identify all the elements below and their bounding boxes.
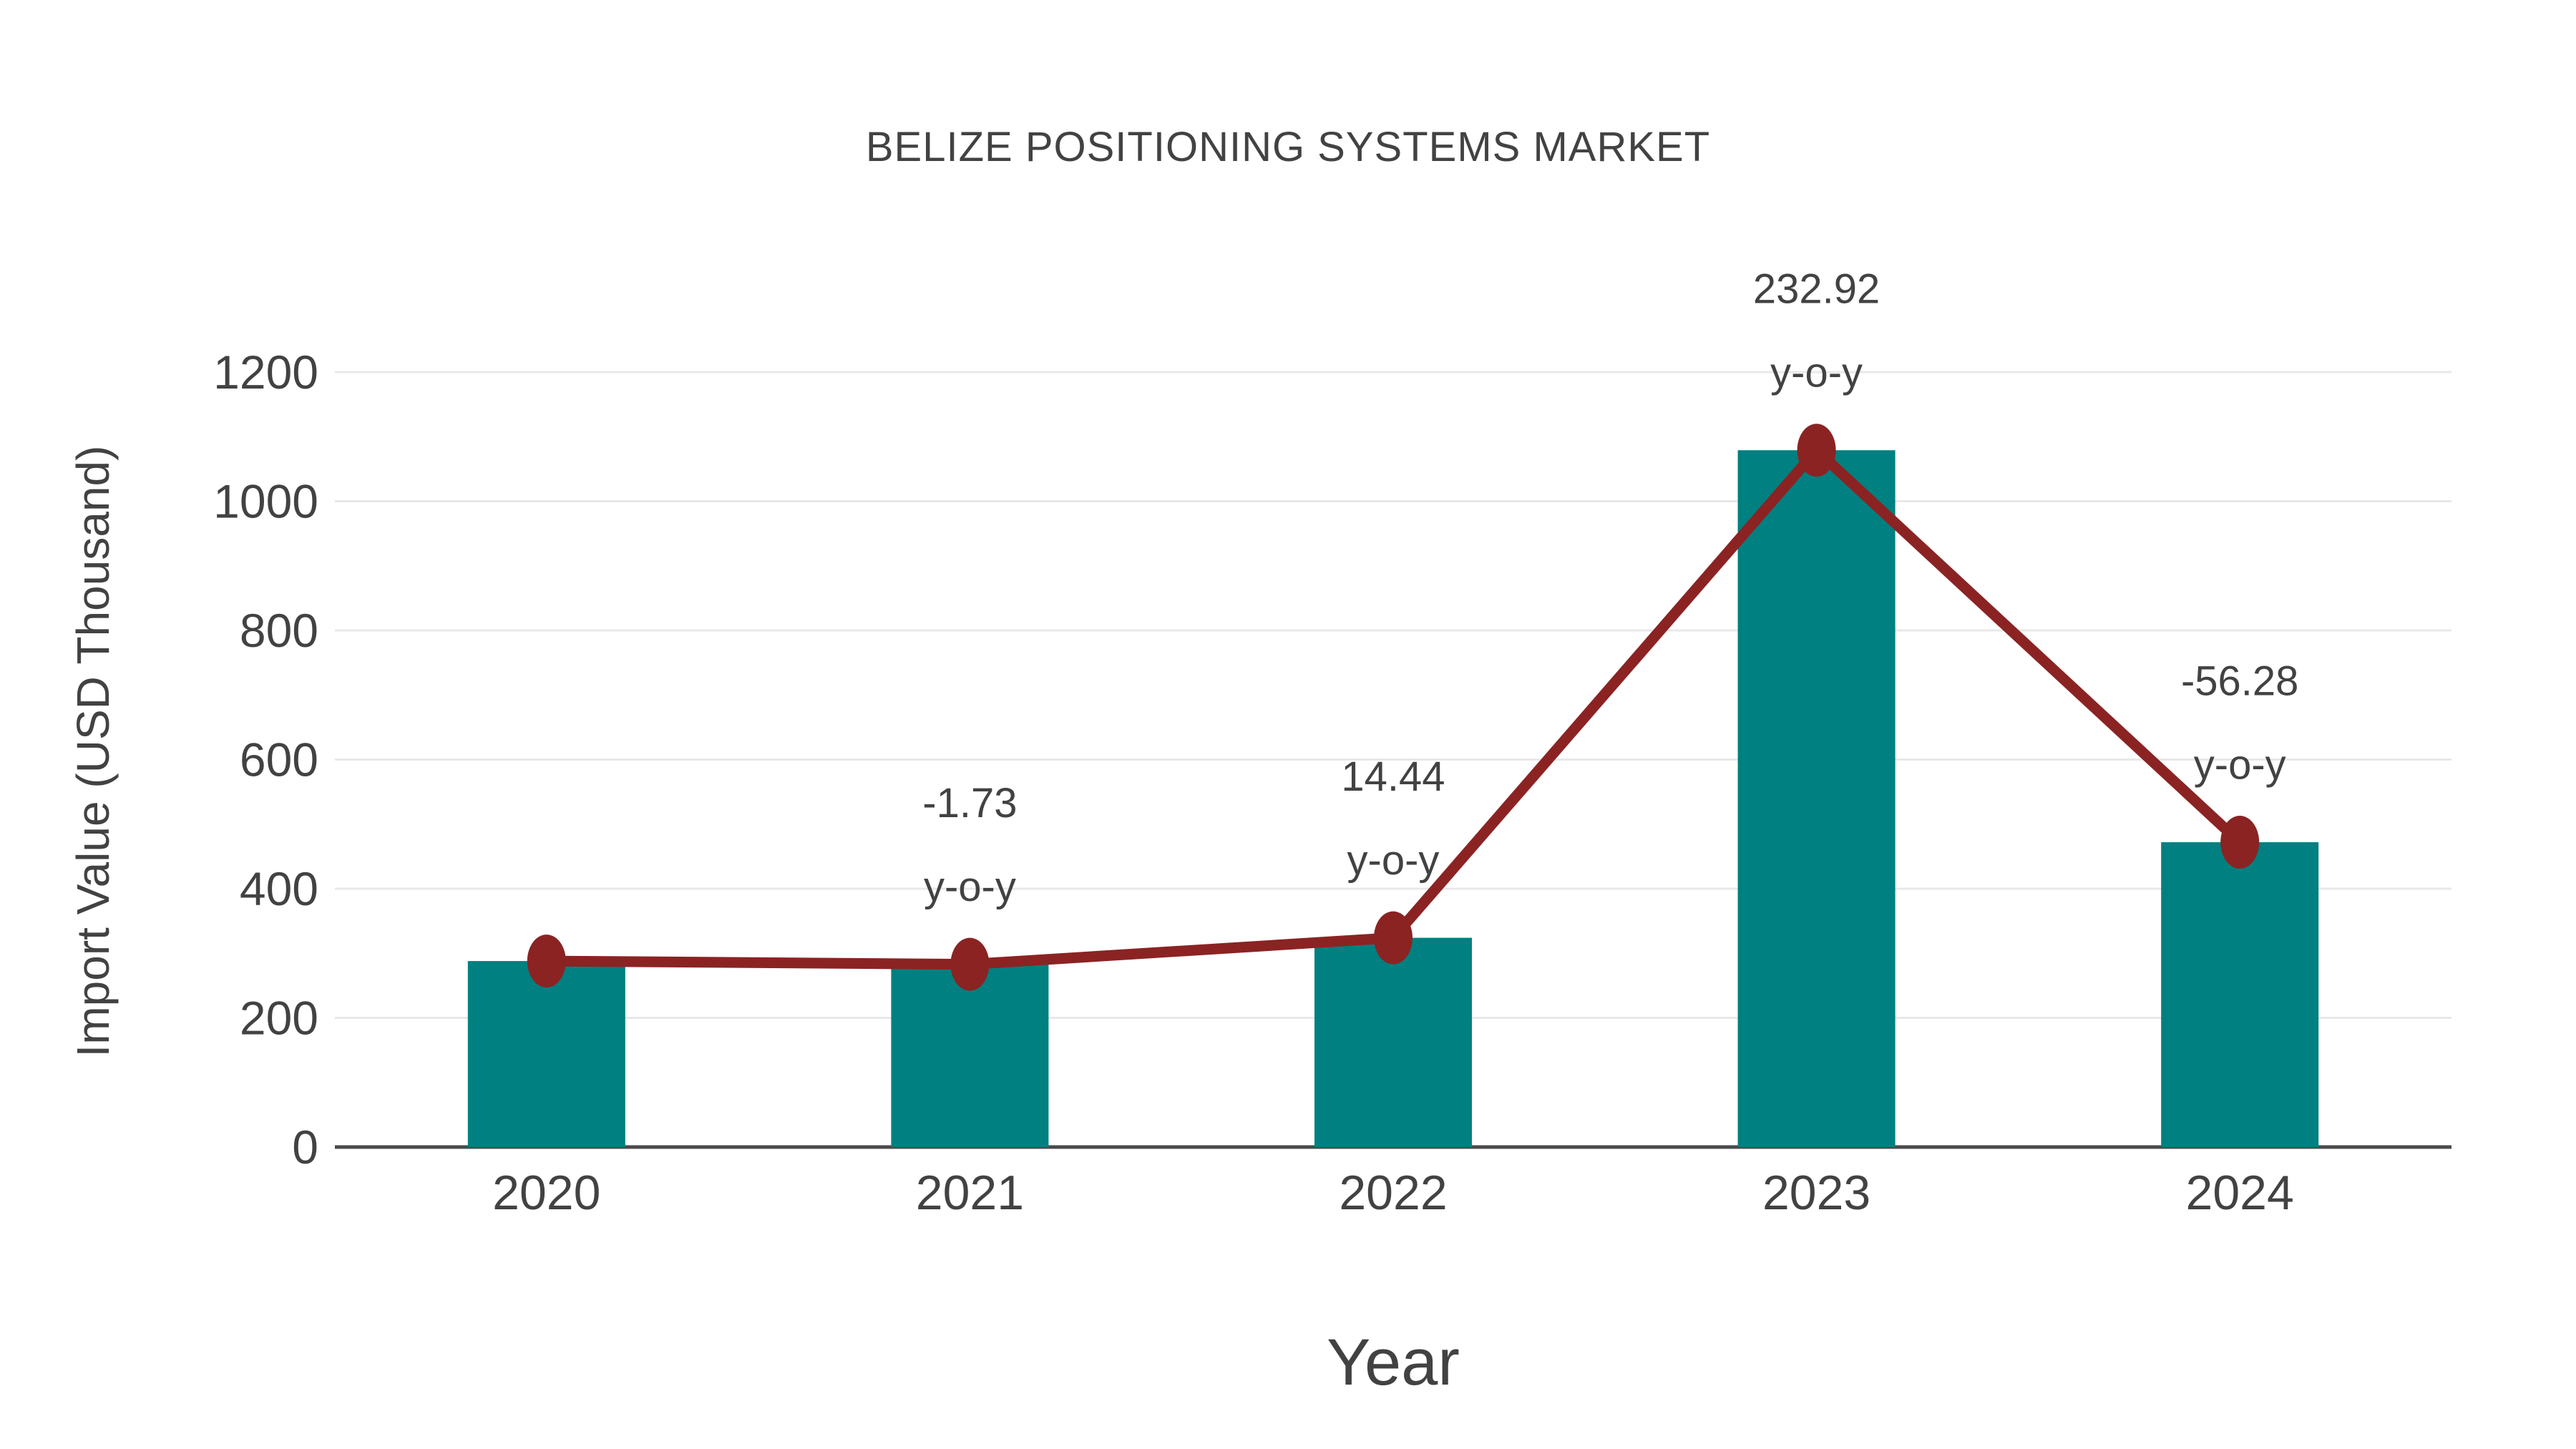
- x-tick-label: 2024: [2186, 1166, 2294, 1220]
- annotation-value-2021: -1.73: [922, 780, 1017, 826]
- y-tick-label: 800: [240, 604, 318, 657]
- annotation-yoy-2021: y-o-y: [924, 864, 1016, 910]
- trend-marker-2024: [2220, 816, 2260, 869]
- x-tick-label: 2023: [1762, 1166, 1870, 1220]
- x-tick-label: 2021: [916, 1166, 1024, 1220]
- annotation-value-2023: 232.92: [1753, 266, 1880, 313]
- annotation-value-2024: -56.28: [2181, 658, 2298, 705]
- bar-2022: [1314, 937, 1472, 1147]
- y-tick-label: 1200: [213, 346, 318, 399]
- y-tick-label: 200: [240, 992, 318, 1045]
- bar-2024: [2161, 842, 2319, 1147]
- y-tick-label: 1000: [213, 475, 318, 528]
- bar-2023: [1737, 450, 1896, 1147]
- annotation-yoy-2022: y-o-y: [1347, 837, 1440, 884]
- y-tick-label: 400: [240, 862, 318, 915]
- annotation-yoy-2024: y-o-y: [2194, 742, 2286, 789]
- x-tick-label: 2022: [1339, 1166, 1447, 1220]
- trend-marker-2021: [950, 937, 990, 991]
- trend-marker-2022: [1374, 911, 1413, 965]
- bar-2020: [467, 961, 625, 1147]
- trend-marker-2020: [527, 935, 566, 988]
- x-axis-title: Year: [1327, 1326, 1460, 1399]
- trend-line: [541, 444, 2245, 970]
- y-tick-label: 600: [240, 733, 318, 786]
- bar-2021: [891, 964, 1049, 1147]
- trend-marker-2023: [1797, 424, 1836, 477]
- y-tick-label: 0: [292, 1121, 318, 1174]
- annotation-yoy-2023: y-o-y: [1770, 350, 1863, 396]
- x-tick-label: 2020: [492, 1166, 600, 1220]
- chart-title: BELIZE POSITIONING SYSTEMS MARKET: [865, 124, 1711, 170]
- annotation-value-2022: 14.44: [1341, 753, 1445, 800]
